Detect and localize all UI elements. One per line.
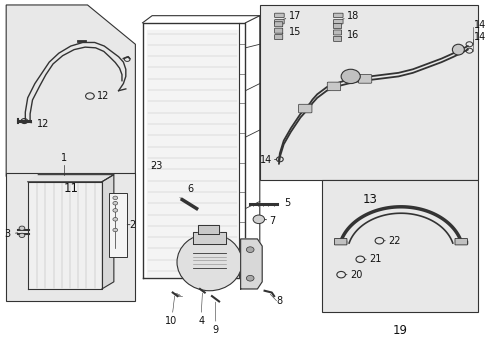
FancyBboxPatch shape (274, 35, 282, 40)
Circle shape (113, 228, 118, 232)
Text: 6: 6 (187, 184, 193, 194)
Polygon shape (6, 5, 135, 176)
Text: 18: 18 (342, 11, 358, 21)
FancyBboxPatch shape (298, 104, 311, 113)
FancyBboxPatch shape (333, 36, 341, 41)
Text: 14: 14 (259, 156, 276, 165)
FancyBboxPatch shape (274, 22, 282, 27)
Text: 12: 12 (94, 91, 109, 101)
Text: 12: 12 (30, 119, 50, 129)
Circle shape (253, 215, 264, 224)
FancyBboxPatch shape (326, 82, 340, 91)
Text: 11: 11 (63, 182, 78, 195)
Text: 4: 4 (198, 316, 204, 327)
Text: 14: 14 (473, 19, 486, 30)
Polygon shape (192, 232, 226, 244)
Text: 8: 8 (276, 296, 282, 306)
Text: 10: 10 (165, 316, 177, 327)
FancyBboxPatch shape (358, 75, 371, 83)
Polygon shape (28, 182, 102, 289)
Bar (321, 180, 477, 312)
Text: 15: 15 (282, 27, 300, 37)
Circle shape (113, 202, 118, 205)
Text: 9: 9 (212, 325, 219, 335)
Text: 1: 1 (61, 153, 66, 163)
Text: 16: 16 (341, 30, 358, 40)
FancyBboxPatch shape (333, 30, 341, 35)
Text: 21: 21 (364, 254, 381, 264)
Polygon shape (197, 225, 219, 234)
FancyBboxPatch shape (333, 13, 343, 18)
Ellipse shape (451, 44, 464, 55)
Circle shape (19, 233, 25, 238)
Circle shape (113, 196, 118, 200)
Circle shape (246, 275, 254, 281)
Circle shape (246, 247, 254, 252)
Polygon shape (28, 175, 114, 182)
Text: 14: 14 (473, 32, 486, 42)
FancyBboxPatch shape (334, 238, 346, 245)
Text: 2: 2 (127, 220, 136, 230)
Ellipse shape (177, 234, 242, 291)
Text: 5: 5 (277, 198, 289, 207)
Bar (6, 173, 135, 301)
Circle shape (341, 69, 360, 84)
FancyBboxPatch shape (333, 19, 343, 24)
FancyBboxPatch shape (454, 238, 467, 245)
Text: 17: 17 (283, 11, 300, 21)
Text: 22: 22 (383, 236, 400, 246)
Circle shape (19, 226, 25, 230)
Text: 19: 19 (392, 324, 407, 337)
Text: 3: 3 (4, 229, 18, 239)
Text: 7: 7 (264, 216, 275, 226)
Polygon shape (147, 30, 238, 276)
Bar (259, 5, 477, 180)
Text: 20: 20 (345, 270, 362, 280)
Polygon shape (240, 239, 262, 289)
FancyBboxPatch shape (274, 19, 284, 24)
Circle shape (113, 217, 118, 221)
Bar (109, 193, 126, 257)
Circle shape (113, 208, 118, 212)
Text: 13: 13 (362, 193, 377, 206)
Text: 23: 23 (150, 161, 163, 171)
Polygon shape (102, 175, 114, 289)
FancyBboxPatch shape (274, 13, 284, 18)
FancyBboxPatch shape (333, 23, 341, 28)
FancyBboxPatch shape (274, 28, 282, 33)
